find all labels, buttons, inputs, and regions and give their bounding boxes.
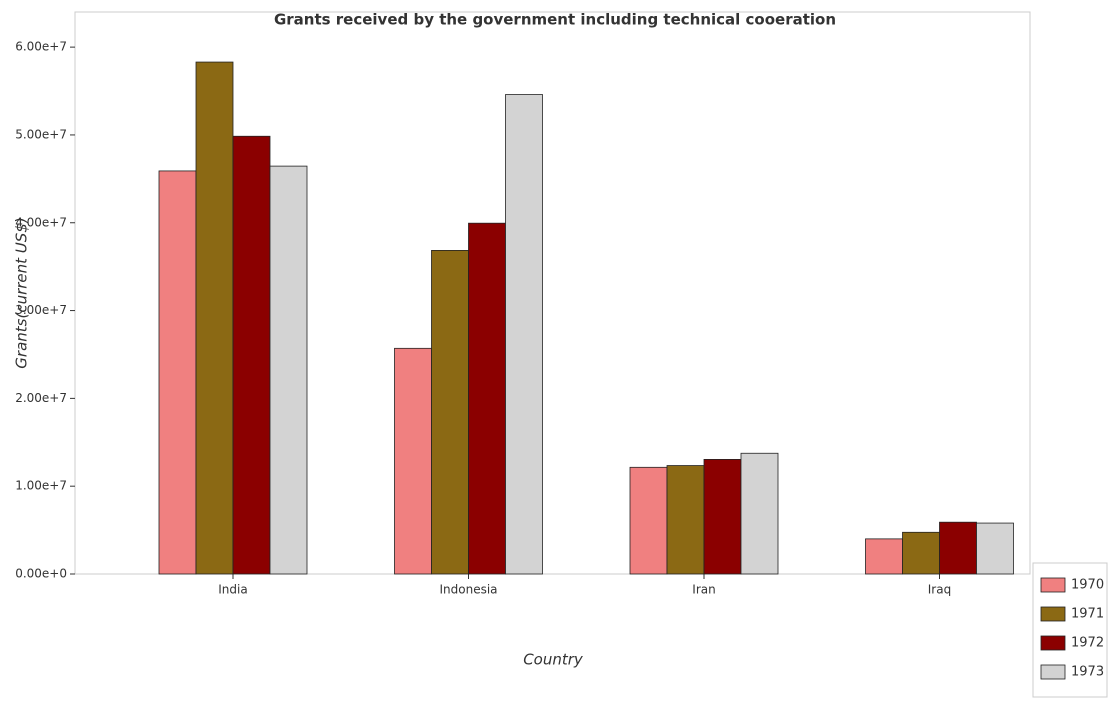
bar [939, 521, 977, 575]
x-axis-label: Country [523, 651, 584, 669]
bar [902, 531, 940, 575]
chart-title: Grants received by the government includ… [274, 11, 836, 29]
bar [629, 466, 668, 575]
y-tick-label: 4.00e+7 [15, 215, 67, 229]
bar [269, 165, 308, 575]
legend-swatch [1040, 606, 1066, 622]
bar [394, 347, 432, 575]
bar [666, 465, 705, 575]
plot-frame [74, 11, 1031, 575]
y-axis-label: Grants(current US$) [13, 217, 31, 368]
bar [740, 452, 779, 575]
legend-label: 1973 [1071, 665, 1104, 680]
y-tick-label: 3.00e+7 [15, 303, 67, 317]
y-tick-label: 6.00e+7 [15, 40, 67, 54]
y-tick-label: 2.00e+7 [15, 391, 67, 405]
x-tick-label: Iran [692, 583, 715, 597]
y-tick-label: 5.00e+7 [15, 127, 67, 141]
bar [431, 250, 469, 575]
bar [505, 94, 543, 575]
bar [468, 222, 506, 575]
legend-swatch [1040, 635, 1066, 651]
bar [195, 61, 234, 575]
x-tick-label: Iraq [928, 583, 951, 597]
bar [232, 135, 271, 575]
bar [158, 170, 197, 575]
x-tick-label: India [218, 583, 247, 597]
legend-label: 1971 [1071, 607, 1104, 622]
y-tick-label: 1.00e+7 [15, 479, 67, 493]
legend-swatch [1040, 577, 1066, 593]
legend-label: 1972 [1071, 636, 1104, 651]
y-tick-label: 0.00e+0 [15, 567, 67, 581]
x-tick-label: Indonesia [439, 583, 497, 597]
bar [703, 459, 742, 575]
legend-label: 1970 [1071, 578, 1104, 593]
bar [865, 538, 903, 575]
bar [976, 522, 1014, 575]
legend-swatch [1040, 664, 1066, 680]
